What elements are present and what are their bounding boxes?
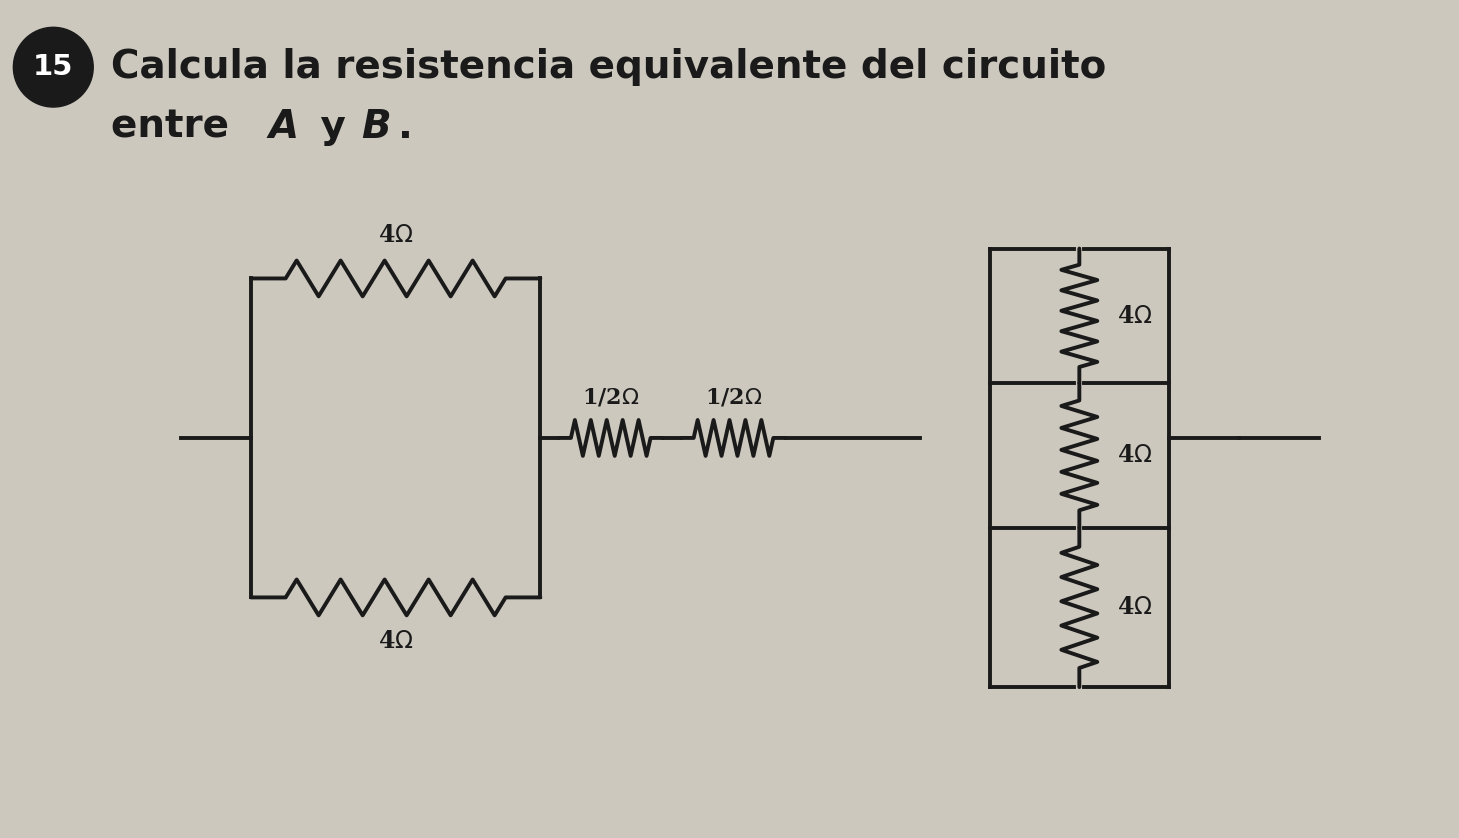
Text: 4$\Omega$: 4$\Omega$ xyxy=(378,223,413,246)
Text: entre: entre xyxy=(111,108,242,146)
Text: 1/2$\Omega$: 1/2$\Omega$ xyxy=(582,386,639,408)
Text: y: y xyxy=(306,108,359,146)
Text: 1/2$\Omega$: 1/2$\Omega$ xyxy=(705,386,762,408)
Text: 4$\Omega$: 4$\Omega$ xyxy=(1118,443,1153,468)
Text: 4$\Omega$: 4$\Omega$ xyxy=(378,629,413,654)
Text: 15: 15 xyxy=(34,53,73,81)
Text: A: A xyxy=(268,108,299,146)
Text: B: B xyxy=(360,108,391,146)
Text: 4$\Omega$: 4$\Omega$ xyxy=(1118,595,1153,619)
Text: 4$\Omega$: 4$\Omega$ xyxy=(1118,304,1153,328)
Circle shape xyxy=(13,28,93,107)
Text: Calcula la resistencia equivalente del circuito: Calcula la resistencia equivalente del c… xyxy=(111,48,1106,86)
Text: .: . xyxy=(398,108,413,146)
